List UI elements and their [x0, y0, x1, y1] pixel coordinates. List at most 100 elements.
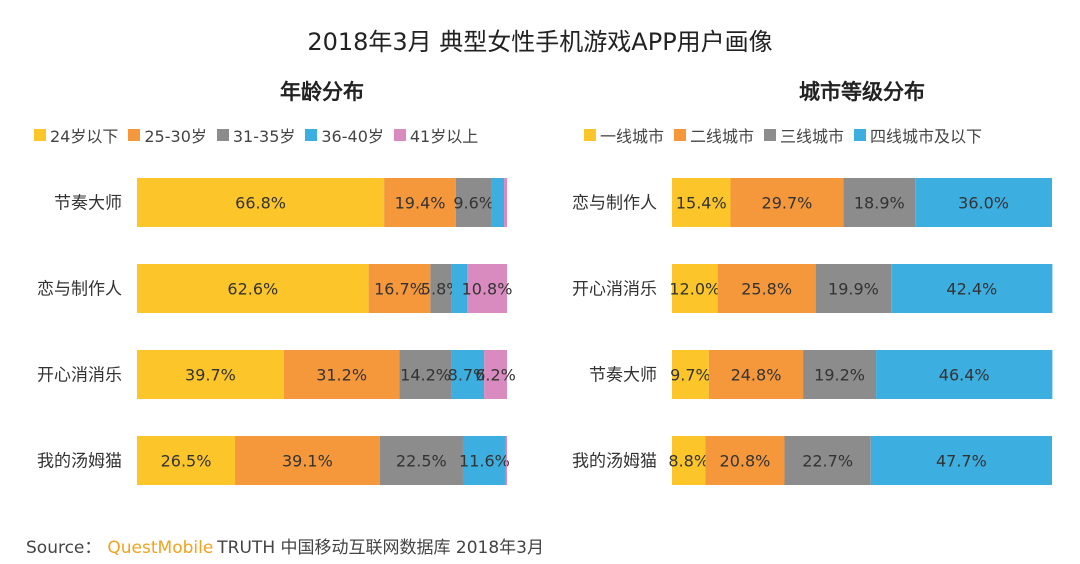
city-legend-item: 二线城市 — [674, 123, 754, 147]
city-legend-label: 一线城市 — [600, 127, 665, 146]
age-bar-segment — [137, 436, 236, 485]
age-bar-segment — [137, 178, 385, 227]
age-bar-segment — [484, 350, 507, 399]
age-bar-segment — [399, 350, 452, 399]
age-bar-segment — [137, 264, 369, 313]
age-legend: 24岁以下 25-30岁 31-35岁 36-40岁 41岁以上 — [34, 124, 488, 146]
age-category-label: 恋与制作人 — [37, 279, 122, 300]
source-brand: QuestMobile — [107, 538, 214, 558]
city-bar-segment — [717, 264, 816, 313]
age-data-label: 62.6% — [227, 280, 278, 299]
city-category-label: 我的汤姆猫 — [572, 452, 657, 472]
city-data-label: 9.7% — [670, 366, 711, 385]
age-legend-label: 41岁以上 — [409, 127, 479, 146]
city-bar-segment — [876, 350, 1053, 399]
age-category-label: 开心消消乐 — [37, 366, 122, 386]
age-bar-segment — [430, 264, 452, 313]
city-bar-segment — [915, 178, 1052, 227]
age-data-label: 39.1% — [282, 452, 333, 471]
city-legend-item: 三线城市 — [764, 123, 844, 147]
age-legend-swatch — [34, 129, 46, 141]
city-bar-segment — [730, 178, 844, 227]
age-data-label: 66.8% — [235, 194, 286, 213]
age-bar-segment — [235, 436, 380, 485]
city-data-label: 36.0% — [958, 194, 1009, 213]
main-title: 2018年3月 典型女性手机游戏APP用户画像 — [307, 28, 773, 56]
city-legend-swatch — [584, 129, 596, 141]
age-bar-segment — [451, 350, 485, 399]
age-bar-segment — [379, 436, 463, 485]
city-category-label: 开心消消乐 — [572, 280, 657, 300]
source-prefix: Source： — [26, 538, 102, 558]
city-data-label: 15.4% — [676, 194, 727, 213]
city-bar-segment — [870, 436, 1052, 485]
city-bar-segment — [815, 264, 892, 313]
city-bar-segment — [843, 178, 916, 227]
city-chart-title: 城市等级分布 — [799, 80, 925, 104]
age-bar-segment — [462, 436, 506, 485]
source-suffix: TRUTH 中国移动互联网数据库 2018年3月 — [217, 538, 544, 558]
age-bar-segment — [491, 178, 505, 227]
age-data-label: 16.7% — [374, 280, 425, 299]
age-legend-item: 24岁以下 — [34, 123, 118, 147]
city-legend-swatch — [764, 129, 777, 141]
city-bar-segment — [672, 436, 706, 485]
city-data-label: 46.4% — [939, 366, 990, 385]
age-chart-title: 年龄分布 — [280, 80, 364, 104]
city-data-label: 22.7% — [802, 452, 853, 471]
city-legend: 一线城市 二线城市 三线城市 四线城市及以下 — [584, 124, 992, 146]
city-data-label: 8.8% — [668, 452, 709, 471]
age-legend-swatch — [305, 129, 318, 141]
age-data-label: 10.8% — [462, 280, 513, 299]
age-legend-label: 36-40岁 — [321, 127, 384, 146]
age-data-label: 9.6% — [453, 194, 494, 213]
age-data-label: 8.7% — [448, 366, 489, 385]
city-category-label: 恋与制作人 — [572, 193, 657, 214]
city-legend-swatch — [674, 129, 687, 141]
age-category-label: 节奏大师 — [54, 194, 122, 214]
age-data-label: 22.5% — [396, 452, 447, 471]
age-legend-swatch — [128, 129, 141, 141]
city-bar-segment — [708, 350, 804, 399]
city-data-label: 18.9% — [854, 194, 905, 213]
age-bar-segment — [137, 350, 284, 399]
city-legend-item: 四线城市及以下 — [854, 123, 982, 147]
city-data-label: 24.8% — [731, 366, 782, 385]
age-legend-item: 31-35岁 — [216, 123, 296, 147]
age-data-label: 31.2% — [316, 366, 367, 385]
city-bar-segment — [672, 264, 718, 313]
age-data-label: 26.5% — [161, 452, 212, 471]
age-bar-segment — [283, 350, 400, 399]
age-data-label: 11.6% — [459, 452, 510, 471]
age-legend-swatch — [393, 129, 406, 141]
age-bar-segment — [504, 178, 507, 227]
age-category-label: 我的汤姆猫 — [37, 452, 122, 472]
age-data-label: 14.2% — [400, 366, 451, 385]
age-bar-segment — [384, 178, 456, 227]
city-data-label: 19.2% — [814, 366, 865, 385]
age-data-label: 19.4% — [395, 194, 446, 213]
city-bar-segment — [705, 436, 785, 485]
age-bar-segment — [451, 264, 468, 313]
age-legend-label: 31-35岁 — [232, 127, 296, 146]
city-data-label: 29.7% — [762, 194, 813, 213]
city-category-label: 节奏大师 — [589, 366, 657, 386]
city-bar-segment — [672, 350, 709, 399]
city-bar-segment — [891, 264, 1053, 313]
city-data-label: 42.4% — [946, 280, 997, 299]
age-bar-segment — [455, 178, 492, 227]
city-bar-segment — [803, 350, 877, 399]
age-data-label: 6.2% — [475, 366, 516, 385]
city-data-label: 20.8% — [720, 452, 771, 471]
city-bar-segment — [672, 178, 731, 227]
age-legend-label: 25-30岁 — [144, 127, 207, 146]
city-legend-swatch — [854, 129, 867, 141]
source-note: Source： QuestMobile TRUTH 中国移动互联网数据库 2018年… — [26, 533, 544, 558]
city-data-label: 47.7% — [936, 452, 987, 471]
age-data-label: 39.7% — [185, 366, 236, 385]
age-legend-label: 24岁以下 — [50, 127, 119, 146]
city-legend-label: 二线城市 — [690, 127, 755, 146]
city-data-label: 19.9% — [828, 280, 879, 299]
age-data-label: 5.8% — [421, 280, 462, 299]
